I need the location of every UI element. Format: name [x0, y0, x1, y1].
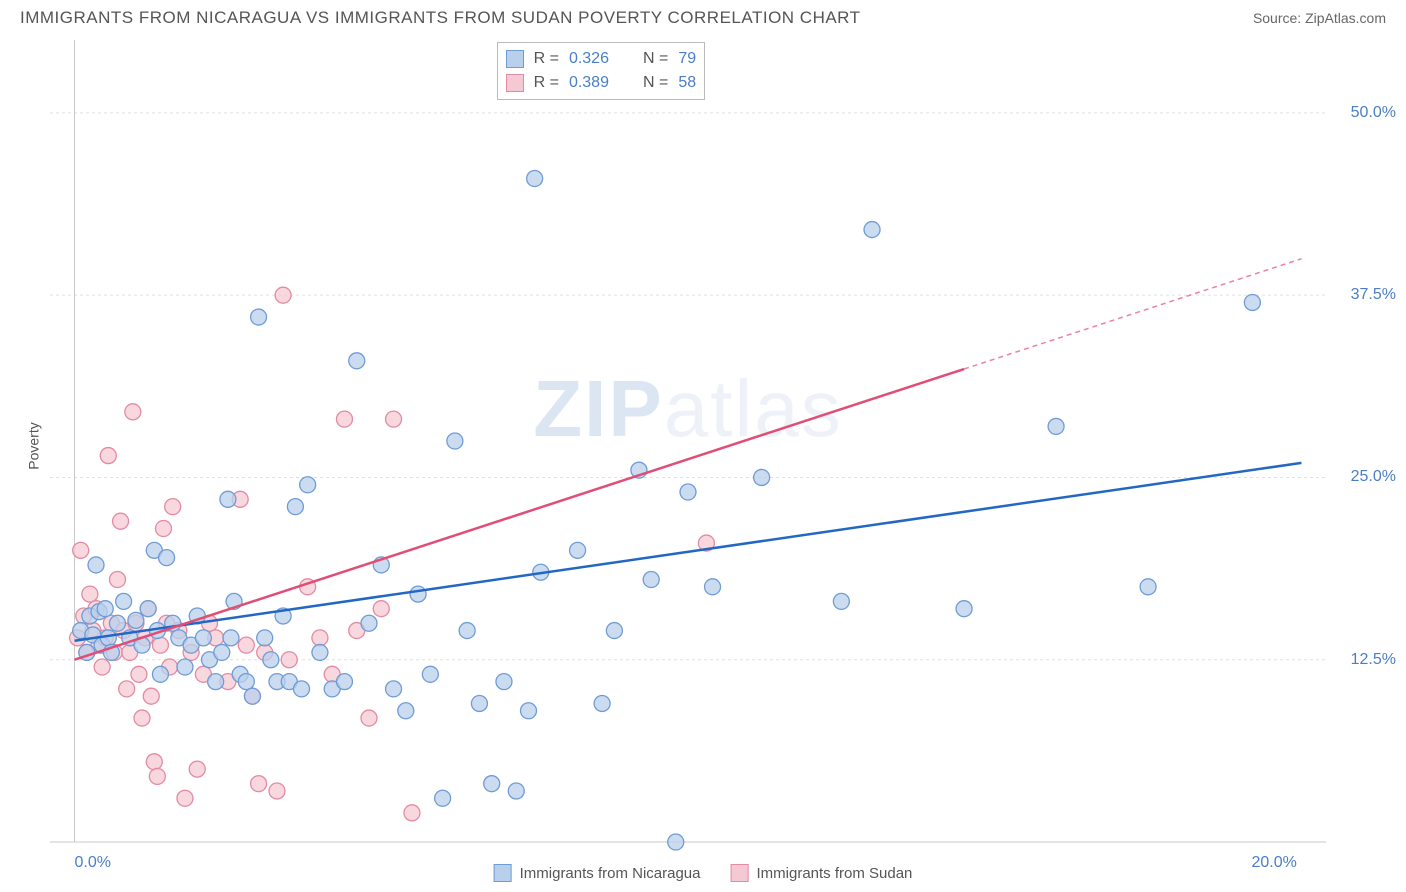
ytick-label: 12.5% [1351, 651, 1396, 669]
n-value: 58 [678, 71, 696, 95]
n-value: 79 [678, 47, 696, 71]
xtick-label: 0.0% [75, 854, 111, 872]
chart-viewport: ZIPatlas 12.5%25.0%37.5%50.0%0.0%20.0%R … [50, 40, 1326, 842]
n-label: N = [643, 47, 668, 71]
correlation-legend: R = 0.326 N = 79 R = 0.389 N = 58 [497, 42, 706, 100]
r-value: 0.389 [569, 71, 609, 95]
scatter-plot [50, 40, 1326, 842]
r-label: R = [534, 47, 559, 71]
legend-label: Immigrants from Nicaragua [520, 865, 701, 882]
legend-item: Immigrants from Sudan [731, 864, 913, 882]
ytick-label: 50.0% [1351, 104, 1396, 122]
ytick-label: 25.0% [1351, 468, 1396, 486]
legend-item: Immigrants from Nicaragua [494, 864, 701, 882]
legend-swatch [506, 50, 524, 68]
ytick-label: 37.5% [1351, 286, 1396, 304]
legend-swatch [731, 864, 749, 882]
legend-bottom: Immigrants from Nicaragua Immigrants from… [494, 864, 913, 882]
n-label: N = [643, 71, 668, 95]
r-value: 0.326 [569, 47, 609, 71]
legend-swatch [494, 864, 512, 882]
legend-label: Immigrants from Sudan [757, 865, 913, 882]
r-label: R = [534, 71, 559, 95]
chart-title: IMMIGRANTS FROM NICARAGUA VS IMMIGRANTS … [20, 8, 861, 28]
xtick-label: 20.0% [1251, 854, 1296, 872]
source-label: Source: ZipAtlas.com [1253, 10, 1386, 26]
yaxis-label: Poverty [26, 422, 42, 469]
legend-swatch [506, 74, 524, 92]
